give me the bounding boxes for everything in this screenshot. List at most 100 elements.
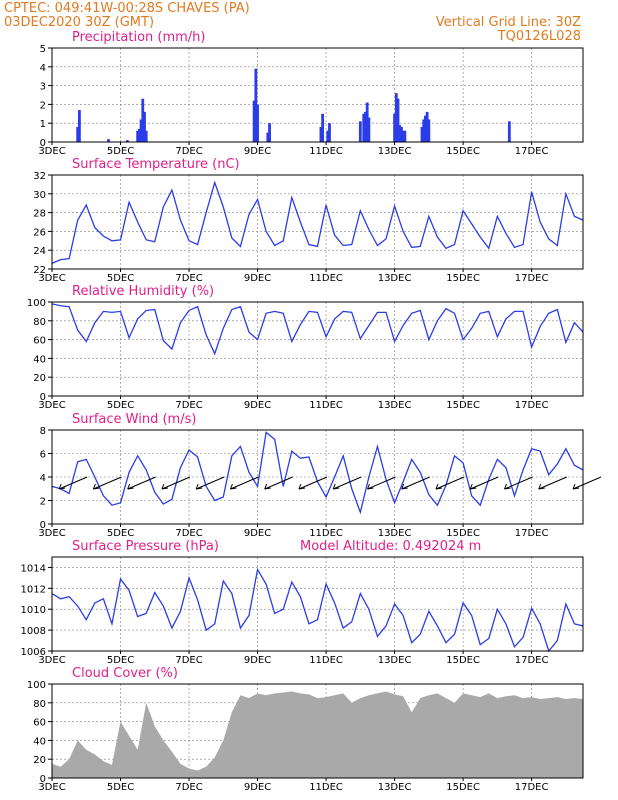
wind-vector bbox=[572, 476, 602, 490]
precip-bar bbox=[394, 93, 398, 142]
wind-vector bbox=[230, 476, 259, 490]
run-date: 03DEC2020 30Z (GMT) bbox=[4, 15, 154, 30]
wind-vector-head bbox=[229, 483, 237, 490]
x-tick-label: 5DEC bbox=[107, 655, 134, 666]
panel-2: 22 24 26 28 30 32 3DEC 5DEC 7DEC 9DEC 11DEC 13DEC 15… bbox=[33, 157, 584, 284]
x-tick-label: 13DEC bbox=[378, 146, 412, 157]
y-tick-label: 3 bbox=[40, 82, 46, 93]
y-tick-label: 22 bbox=[33, 265, 46, 276]
x-tick-label: 11DEC bbox=[309, 782, 343, 793]
x-tick-label: 17DEC bbox=[515, 528, 549, 539]
precip-bar bbox=[141, 98, 145, 142]
wind-vector-head bbox=[538, 483, 545, 490]
y-tick-label: 26 bbox=[33, 227, 46, 238]
panel-title: Precipitation (mm/h) bbox=[72, 30, 205, 45]
precip-bar bbox=[358, 121, 362, 142]
x-tick-label: 17DEC bbox=[515, 400, 549, 411]
wind-vector-head bbox=[401, 483, 408, 490]
x-tick-label: 5DEC bbox=[107, 273, 134, 284]
x-tick-label: 5DEC bbox=[107, 146, 134, 157]
precip-bar bbox=[139, 119, 143, 142]
precip-bar bbox=[319, 126, 323, 142]
wind-vector bbox=[264, 476, 293, 490]
x-tick-label: 5DEC bbox=[107, 400, 134, 411]
y-tick-label: 20 bbox=[33, 755, 46, 766]
x-tick-label: 9DEC bbox=[244, 146, 271, 157]
precip-bar bbox=[78, 110, 81, 142]
wind-vector bbox=[401, 476, 430, 490]
panel-title: Surface Temperature (nC) bbox=[72, 157, 240, 172]
panel-title: Surface Pressure (hPa) bbox=[72, 539, 219, 554]
wind-vector bbox=[298, 476, 328, 490]
x-tick-label: 17DEC bbox=[515, 782, 549, 793]
wind-vector bbox=[332, 476, 362, 490]
precip-bar bbox=[427, 119, 431, 142]
wind-vector-head bbox=[469, 483, 477, 490]
y-tick-label: 20 bbox=[33, 373, 46, 384]
precip-bar bbox=[125, 140, 129, 142]
y-tick-label: 60 bbox=[33, 336, 46, 347]
wind-vector bbox=[195, 476, 225, 490]
panel-4: 0 2 4 6 8 3DEC 5DEC 7DEC 9DEC 11DEC 13DEC 15DEC 17DE… bbox=[38, 412, 602, 539]
x-tick-label: 9DEC bbox=[244, 400, 271, 411]
panel-frame bbox=[51, 301, 584, 397]
x-tick-label: 13DEC bbox=[378, 273, 412, 284]
precip-bar bbox=[252, 100, 256, 142]
y-tick-label: 1012 bbox=[21, 584, 46, 595]
y-tick-label: 32 bbox=[33, 171, 46, 182]
panel-frame bbox=[51, 47, 584, 143]
series-line bbox=[51, 431, 584, 515]
wind-vector bbox=[470, 476, 499, 490]
wind-vector-head bbox=[195, 483, 203, 490]
wind-vector-head bbox=[298, 483, 306, 490]
x-tick-label: 9DEC bbox=[244, 655, 271, 666]
precip-bar bbox=[268, 123, 271, 142]
wind-vector-head bbox=[58, 483, 66, 490]
x-tick-label: 13DEC bbox=[378, 782, 412, 793]
precip-bar bbox=[400, 126, 403, 142]
y-tick-label: 1006 bbox=[21, 647, 46, 658]
series-line bbox=[51, 567, 584, 653]
model-altitude: Model Altitude: 0.492024 m bbox=[300, 539, 481, 554]
y-tick-label: 8 bbox=[40, 426, 46, 437]
precip-bar bbox=[396, 98, 400, 142]
y-tick-label: 40 bbox=[33, 354, 46, 365]
precip-bar bbox=[420, 126, 424, 142]
panel-frame bbox=[51, 556, 584, 652]
wind-vector bbox=[127, 476, 156, 490]
precip-bar bbox=[424, 115, 427, 142]
wind-vector-head bbox=[161, 483, 168, 490]
precip-bar bbox=[321, 113, 325, 142]
wind-vector-head bbox=[332, 483, 340, 490]
wind-vector-head bbox=[127, 483, 134, 490]
y-tick-label: 100 bbox=[27, 680, 46, 691]
panels: 0 1 2 3 4 5 3DEC 5DEC 7DEC 9DEC 11DEC 13DEC 15DEC 17D… bbox=[21, 30, 602, 793]
x-tick-label: 13DEC bbox=[378, 655, 412, 666]
precip-bar bbox=[422, 119, 426, 142]
panel-frame bbox=[51, 683, 584, 779]
panel-title: Cloud Cover (%) bbox=[72, 666, 178, 681]
precip-bar bbox=[326, 130, 330, 142]
precip-bar bbox=[328, 123, 331, 142]
x-tick-label: 17DEC bbox=[515, 655, 549, 666]
x-tick-label: 11DEC bbox=[309, 400, 343, 411]
x-tick-label: 9DEC bbox=[244, 782, 271, 793]
y-tick-label: 0 bbox=[40, 774, 46, 785]
x-tick-label: 15DEC bbox=[446, 782, 480, 793]
y-tick-label: 1014 bbox=[21, 563, 46, 574]
panel-title: Relative Humidity (%) bbox=[72, 284, 214, 299]
y-tick-label: 2 bbox=[40, 497, 46, 508]
x-tick-label: 11DEC bbox=[309, 528, 343, 539]
wind-vector bbox=[58, 476, 88, 490]
y-tick-label: 40 bbox=[33, 736, 46, 747]
precip-bar bbox=[143, 111, 146, 142]
x-tick-label: 7DEC bbox=[175, 528, 202, 539]
x-tick-label: 9DEC bbox=[244, 273, 271, 284]
x-tick-label: 3DEC bbox=[38, 655, 65, 666]
precip-bar bbox=[364, 111, 367, 142]
panel-frame bbox=[51, 174, 584, 270]
wind-vector bbox=[435, 476, 465, 490]
y-tick-label: 60 bbox=[33, 718, 46, 729]
wind-vector-head bbox=[572, 483, 580, 490]
